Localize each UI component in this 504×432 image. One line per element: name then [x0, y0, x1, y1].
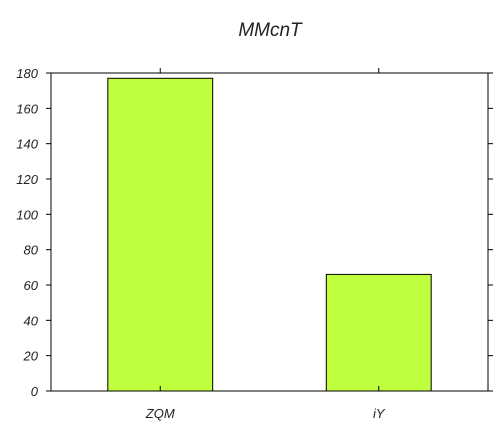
y-tick-label-140: 140	[16, 137, 38, 152]
y-tick-label-80: 80	[24, 243, 39, 258]
bar-iY	[325, 273, 432, 392]
bar-ZQM	[107, 77, 214, 392]
x-tick-label-ZQM: ZQM	[145, 406, 175, 421]
y-tick-label-180: 180	[16, 66, 38, 81]
y-tick-label-120: 120	[16, 172, 38, 187]
y-tick-label-160: 160	[16, 101, 38, 116]
y-tick-label-0: 0	[31, 384, 39, 399]
y-tick-label-20: 20	[23, 349, 39, 364]
y-tick-label-60: 60	[24, 278, 39, 293]
plot-area: ZQM iY 0 20 40 60 80 100 120 140 160 180	[16, 66, 493, 421]
plot-frame	[50, 72, 489, 392]
x-tick-label-iY: iY	[373, 406, 386, 421]
y-tick-label-40: 40	[24, 313, 39, 328]
chart-title: MMcnT	[238, 20, 303, 41]
y-tick-label-100: 100	[16, 207, 38, 222]
